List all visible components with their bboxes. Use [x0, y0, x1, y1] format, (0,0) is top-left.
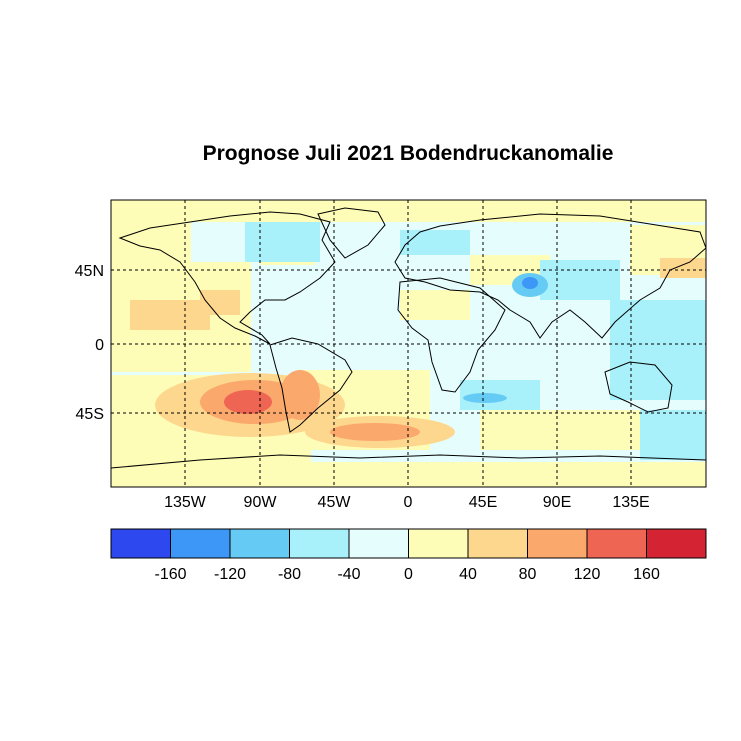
greenland-outline [317, 207, 386, 259]
legend-tick-label: 40 [459, 566, 477, 583]
legend-tick-label: -120 [214, 566, 246, 583]
lon-label-135e: 135E [612, 494, 649, 511]
legend-swatch [408, 528, 469, 559]
lon-label-45w: 45W [318, 494, 352, 511]
anomaly-patch-w-pacific [610, 300, 706, 400]
anomaly-patch-s-indian [480, 410, 640, 450]
anomaly-patch-n-pacific [660, 258, 706, 278]
anomaly-patch-mexico [200, 290, 240, 315]
legend-swatch [527, 528, 588, 559]
legend-swatch [467, 528, 528, 559]
legend-swatch [348, 528, 409, 559]
legend-swatch [110, 528, 171, 559]
legend-swatch [170, 528, 231, 559]
legend-tick-labels: -160 -120 -80 -40 0 40 80 120 160 [154, 566, 659, 583]
legend-swatch [289, 528, 350, 559]
anomaly-patch-tibet-120 [522, 277, 538, 289]
anomaly-patch-argentina [280, 370, 320, 420]
lon-label-45e: 45E [469, 494, 497, 511]
lon-label-90e: 90E [543, 494, 571, 511]
north-america-outline [118, 211, 336, 345]
anomaly-patch-canada [245, 222, 320, 262]
anomaly-patch-n-europe [400, 230, 470, 255]
anomaly-field [111, 200, 706, 487]
australia-outline [604, 361, 673, 413]
legend-tick-label: 120 [574, 566, 601, 583]
legend-tick-label: -160 [154, 566, 186, 583]
anomaly-patch-e-pacific-2 [130, 300, 210, 330]
anomaly-patch-s-atlantic-120 [330, 423, 420, 441]
lat-label-45s: 45S [76, 406, 104, 423]
lon-label-0: 0 [404, 494, 413, 511]
anomaly-patch-s-indian-80 [463, 393, 507, 403]
legend-swatch [586, 528, 647, 559]
legend-colorbar [110, 528, 707, 559]
lon-label-135w: 135W [164, 494, 207, 511]
legend-tick-label: 80 [519, 566, 537, 583]
chart-title: Prognose Juli 2021 Bodendruckanomalie [202, 142, 614, 165]
legend-tick-label: -40 [337, 566, 360, 583]
anomaly-patch-arctic [111, 200, 706, 222]
antarctica-outline [111, 454, 706, 469]
legend-tick-label: 0 [404, 566, 413, 583]
lon-label-90w: 90W [244, 494, 278, 511]
anomaly-patch-s-pacific-blue [640, 410, 706, 460]
anomaly-patch-central-asia [540, 260, 620, 300]
legend-tick-label: 160 [633, 566, 660, 583]
africa-outline [397, 277, 506, 393]
legend-tick-label: -80 [278, 566, 301, 583]
lat-label-45n: 45N [75, 263, 104, 280]
legend-swatch [229, 528, 290, 559]
anomaly-patch-se-pacific-160 [224, 390, 272, 414]
lat-label-0: 0 [95, 337, 104, 354]
map-frame [110, 199, 707, 488]
anomaly-patch-nw-canada [111, 222, 191, 262]
legend-swatch [646, 528, 707, 559]
anomaly-patch-n-africa [400, 290, 470, 320]
